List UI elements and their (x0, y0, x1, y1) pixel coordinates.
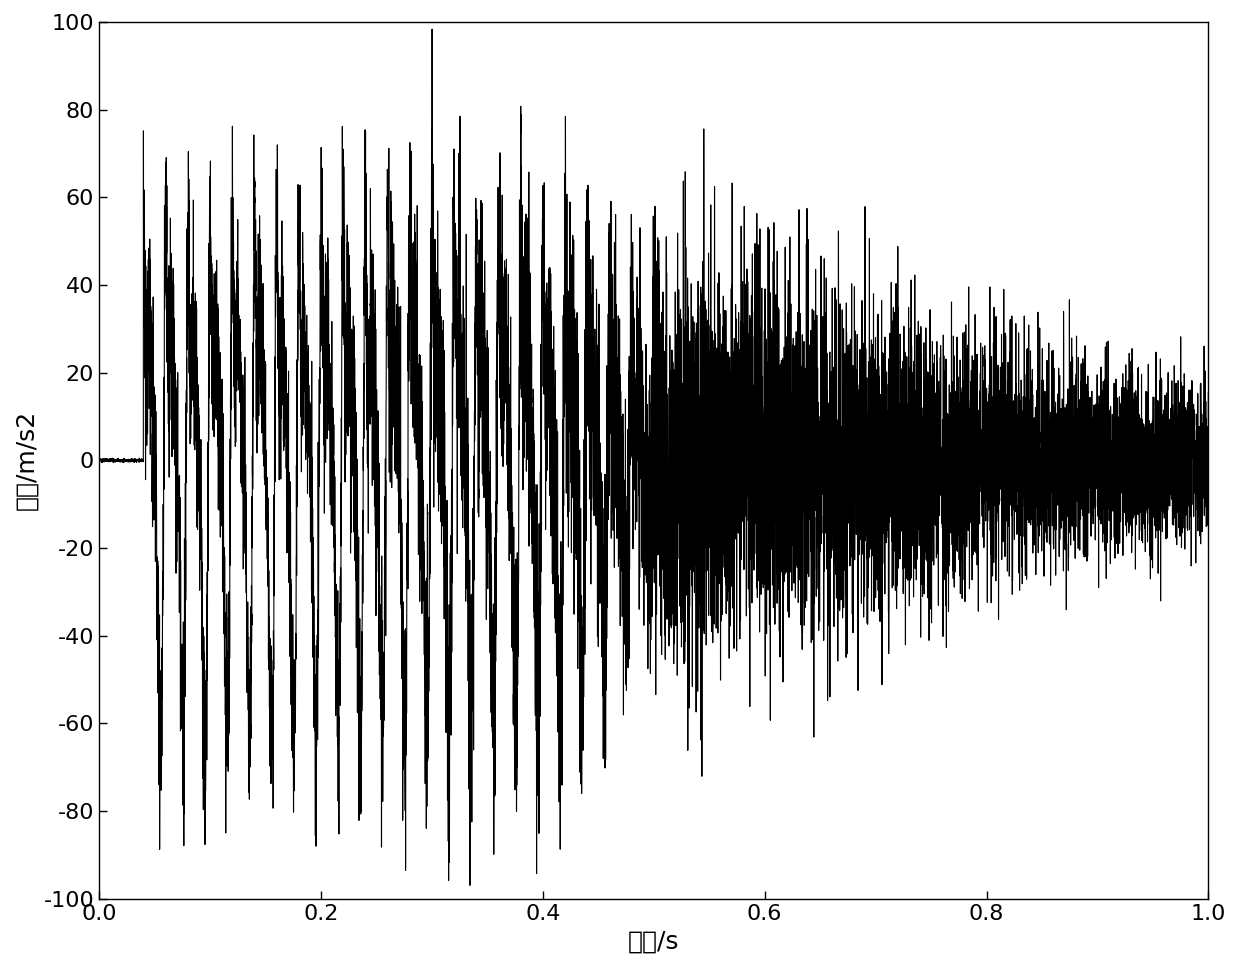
Y-axis label: 振动/m/s2: 振动/m/s2 (14, 410, 38, 511)
X-axis label: 时间/s: 时间/s (627, 929, 680, 953)
